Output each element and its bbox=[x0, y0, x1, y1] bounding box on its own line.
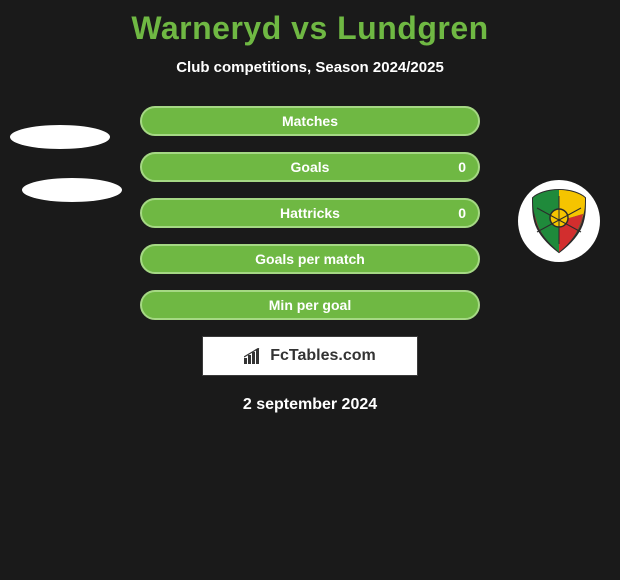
stat-value: 0 bbox=[458, 205, 466, 221]
placeholder-oval bbox=[22, 178, 122, 202]
stat-label: Min per goal bbox=[269, 297, 351, 313]
stat-label: Goals per match bbox=[255, 251, 365, 267]
page-title: Warneryd vs Lundgren bbox=[0, 10, 620, 47]
stat-row: Hattricks 0 bbox=[140, 198, 480, 228]
bars-icon bbox=[244, 348, 266, 364]
stat-row: Goals per match bbox=[140, 244, 480, 274]
stat-row: Min per goal bbox=[140, 290, 480, 320]
logo-text: FcTables.com bbox=[244, 347, 376, 365]
stat-row: Matches bbox=[140, 106, 480, 136]
logo-label: FcTables.com bbox=[270, 347, 376, 365]
source-logo: FcTables.com bbox=[202, 336, 418, 376]
stat-row: Goals 0 bbox=[140, 152, 480, 182]
stat-bar: Min per goal bbox=[140, 290, 480, 320]
stat-label: Goals bbox=[291, 159, 330, 175]
shield-icon bbox=[529, 188, 589, 254]
club-badge bbox=[518, 180, 600, 262]
stat-label: Hattricks bbox=[280, 205, 340, 221]
stat-bar: Goals per match bbox=[140, 244, 480, 274]
stat-bar: Goals 0 bbox=[140, 152, 480, 182]
stat-value: 0 bbox=[458, 159, 466, 175]
stat-label: Matches bbox=[282, 113, 338, 129]
date-text: 2 september 2024 bbox=[0, 396, 620, 414]
stat-bars: Matches Goals 0 Hattricks 0 Goals per ma… bbox=[140, 106, 480, 320]
stat-bar: Matches bbox=[140, 106, 480, 136]
subtitle: Club competitions, Season 2024/2025 bbox=[0, 59, 620, 76]
placeholder-oval bbox=[10, 125, 110, 149]
stat-bar: Hattricks 0 bbox=[140, 198, 480, 228]
